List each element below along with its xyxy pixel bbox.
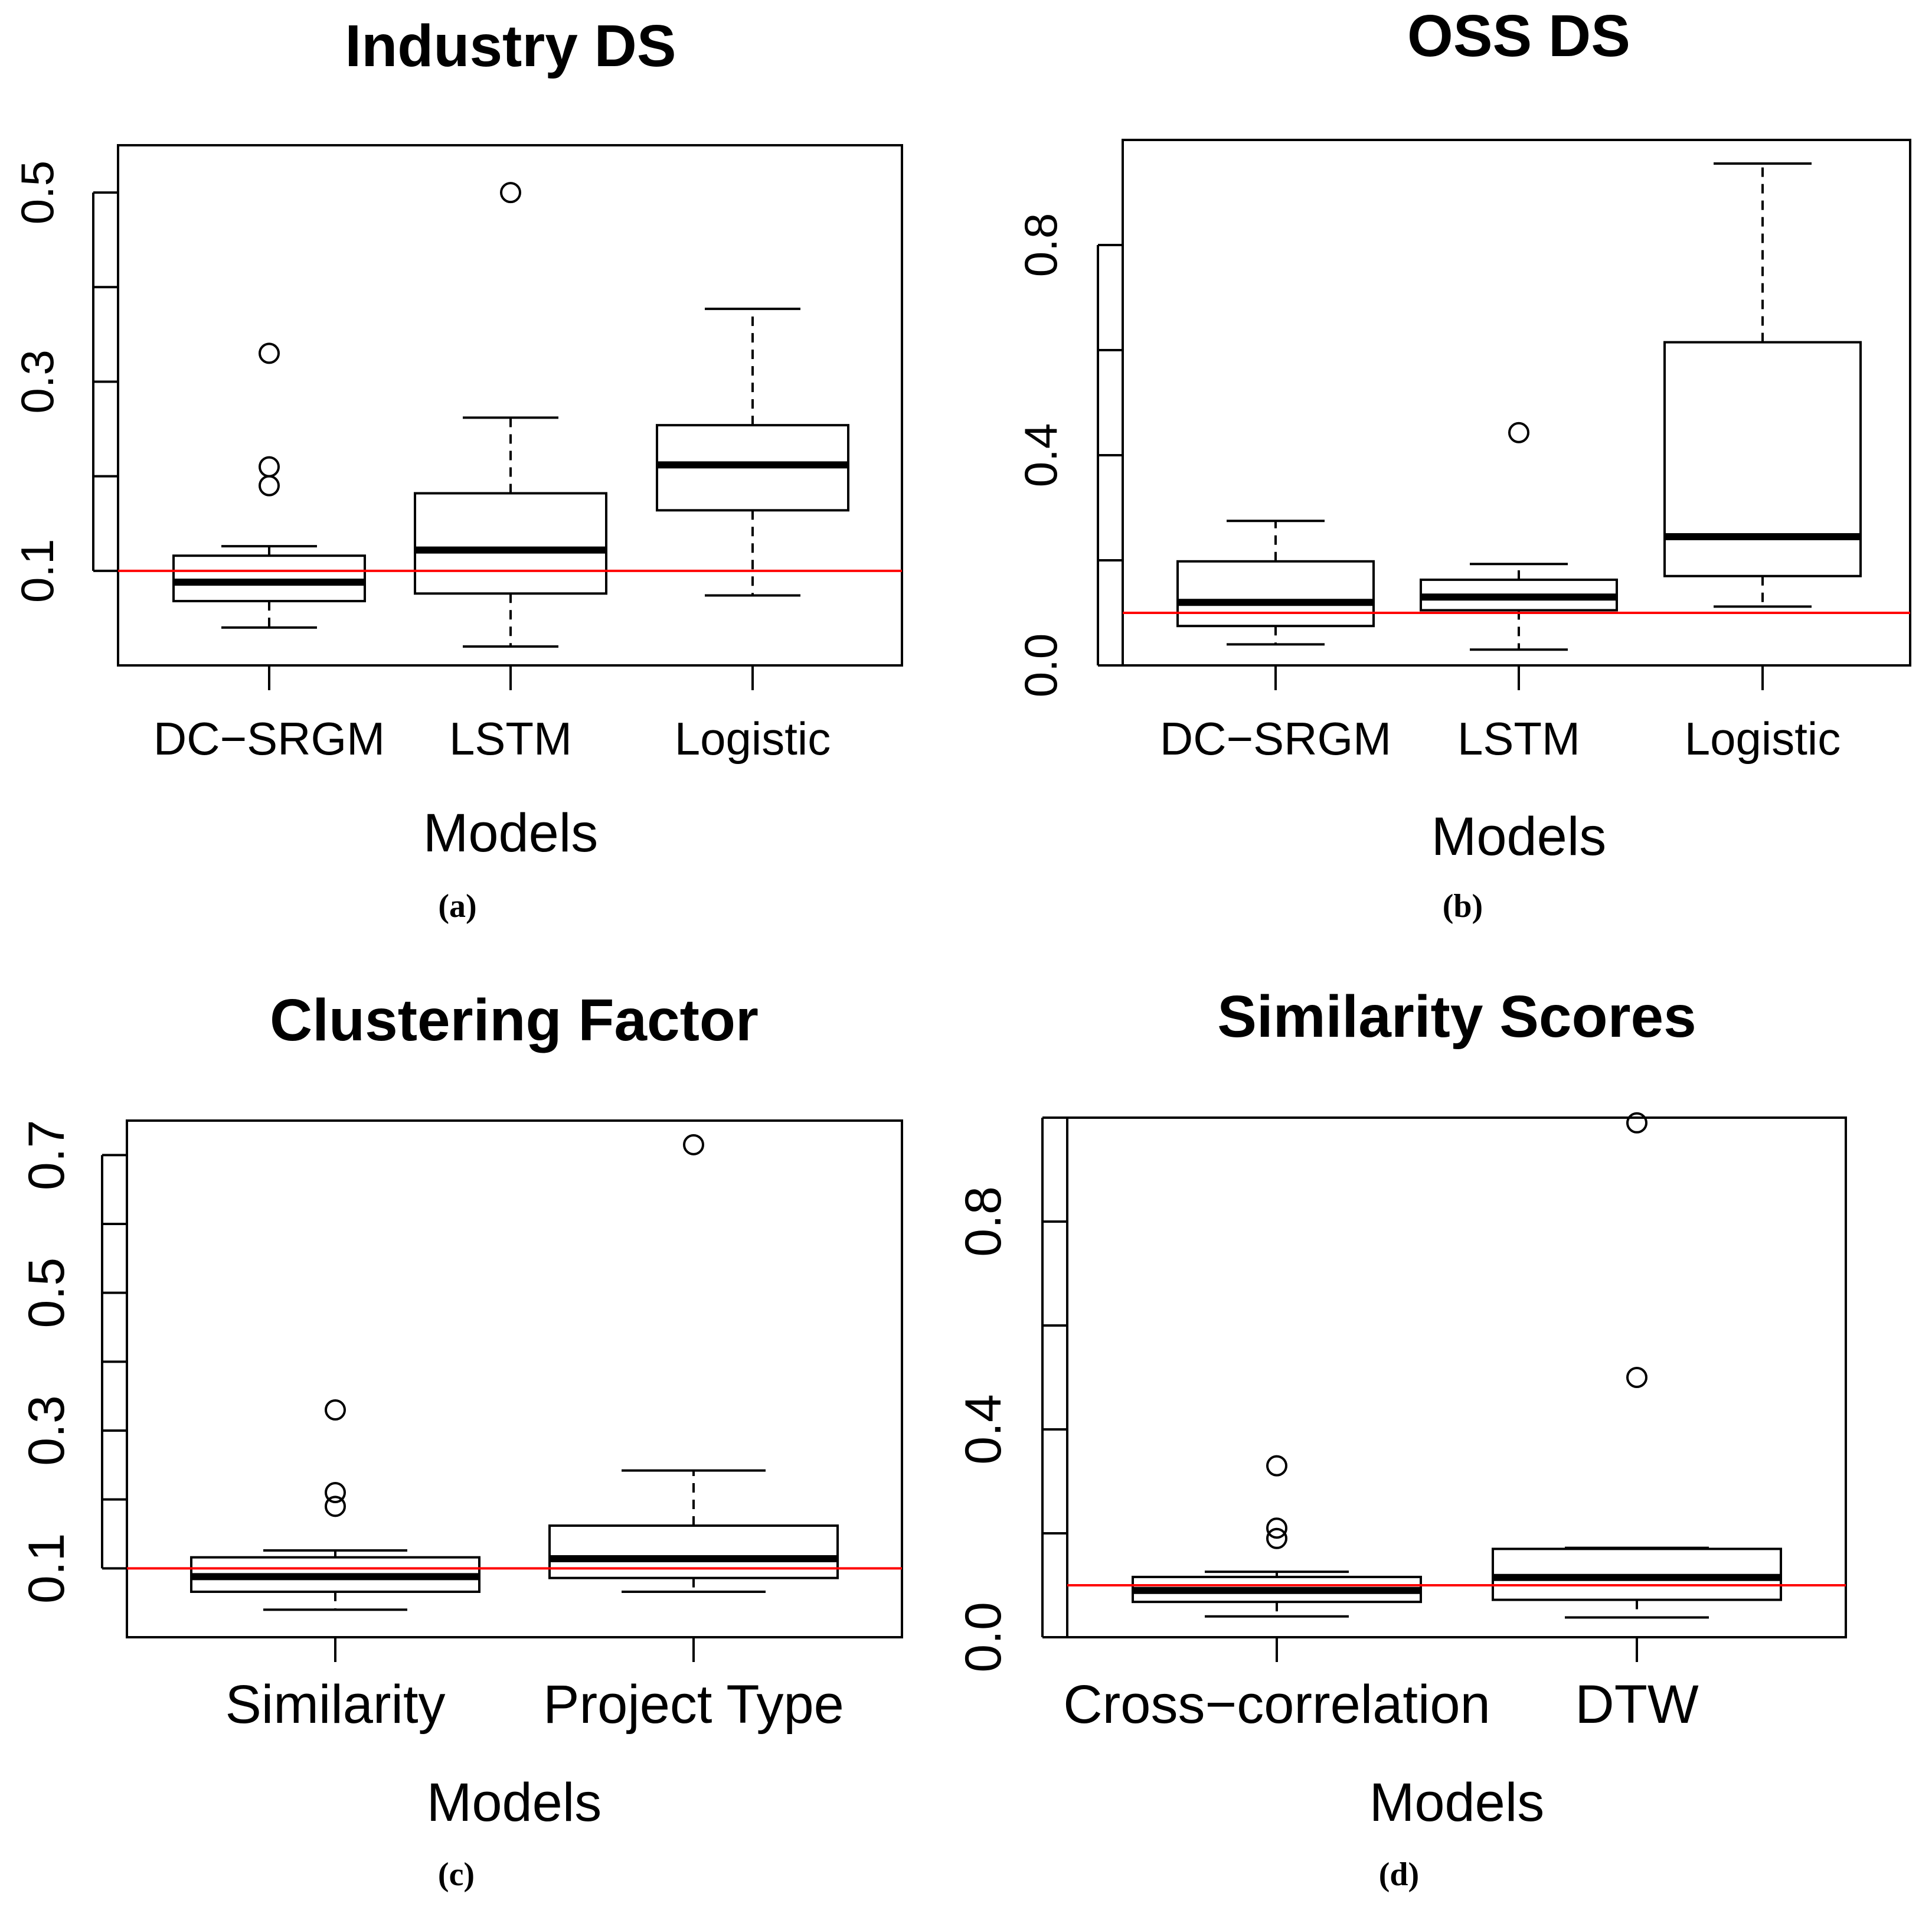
panel-caption: (a) — [438, 888, 476, 925]
chart-panel-d: Similarity Scores 0.0 0.4 0.8 Cross−correlat… — [955, 984, 1847, 1893]
category-label: DC−SRGM — [153, 713, 385, 765]
category-label: Logistic — [675, 713, 831, 765]
outlier-point — [1266, 1517, 1287, 1539]
box-1 — [548, 1134, 839, 1593]
y-tick-label: 0.1 — [18, 1533, 75, 1604]
category-label: DC−SRGM — [1160, 713, 1391, 765]
y-tick-label: 0.8 — [1015, 213, 1067, 277]
outlier-point — [683, 1134, 704, 1155]
box-0 — [1176, 520, 1375, 646]
box-iqr — [172, 554, 366, 603]
plot-frame — [126, 1119, 903, 1638]
panel-caption: (d) — [1379, 1856, 1419, 1893]
x-axis-label: Models — [427, 1772, 602, 1833]
category-label: Similarity — [225, 1674, 445, 1735]
x-axis-label: Models — [423, 803, 599, 863]
outlier-point — [1266, 1527, 1287, 1549]
category-label: LSTM — [449, 713, 572, 765]
y-tick-label: 0.5 — [18, 1258, 75, 1328]
outlier-point — [1626, 1112, 1647, 1134]
y-tick-label: 0.5 — [11, 161, 63, 224]
box-0 — [172, 342, 366, 629]
y-tick-label: 0.3 — [11, 350, 63, 413]
plot-frame — [1066, 1116, 1847, 1638]
y-tick-label: 0.4 — [1015, 423, 1067, 487]
box-1 — [1420, 422, 1618, 651]
box-0 — [190, 1399, 480, 1611]
panel-caption: (b) — [1443, 888, 1483, 925]
chart-title: Industry DS — [345, 13, 676, 79]
category-label: DTW — [1575, 1674, 1699, 1735]
box-iqr — [414, 492, 607, 595]
box-2 — [1663, 162, 1862, 608]
box-iqr — [1663, 341, 1862, 577]
box-0 — [1132, 1455, 1422, 1618]
outlier-point — [325, 1482, 346, 1503]
category-label: Cross−correlation — [1063, 1674, 1490, 1735]
outlier-point — [259, 456, 280, 478]
outlier-point — [1626, 1367, 1647, 1388]
chart-title: Clustering Factor — [270, 987, 759, 1053]
chart-title: Similarity Scores — [1217, 984, 1696, 1050]
category-label: Logistic — [1685, 713, 1841, 765]
outlier-point — [1266, 1455, 1287, 1477]
y-tick-label: 0.1 — [11, 539, 63, 603]
outlier-point — [325, 1399, 346, 1421]
box-iqr — [1176, 560, 1375, 628]
outlier-point — [500, 182, 521, 204]
box-iqr — [548, 1524, 839, 1579]
box-1 — [1492, 1112, 1782, 1619]
y-tick-label: 0.0 — [955, 1602, 1012, 1673]
outlier-point — [259, 342, 280, 364]
panel-caption: (c) — [438, 1856, 475, 1893]
y-tick-label: 0.0 — [1015, 634, 1067, 697]
outlier-point — [1508, 422, 1529, 443]
y-tick-label: 0.7 — [18, 1120, 75, 1191]
category-label: LSTM — [1457, 713, 1580, 765]
y-tick-label: 0.3 — [18, 1395, 75, 1466]
chart-panel-c: Clustering Factor 0.1 0.3 0.5 0.7 Similarity P… — [18, 987, 903, 1893]
box-1 — [414, 182, 607, 648]
x-axis-label: Models — [1369, 1772, 1545, 1833]
x-axis-label: Models — [1431, 807, 1607, 867]
outlier-point — [259, 475, 280, 497]
plot-frame — [1122, 139, 1911, 667]
chart-title: OSS DS — [1407, 3, 1630, 69]
category-label: Project Type — [543, 1674, 844, 1735]
outlier-point — [325, 1496, 346, 1517]
y-tick-label: 0.4 — [955, 1394, 1012, 1465]
chart-panel-b: OSS DS 0.0 0.4 0.8 DC−SRGM LSTM Logistic Models… — [1015, 3, 1911, 925]
box-2 — [656, 308, 849, 597]
chart-panel-a: Industry DS 0.1 0.3 0.5 DC−SRGM LSTM Logistic M… — [11, 13, 903, 925]
y-tick-label: 0.8 — [955, 1186, 1012, 1257]
